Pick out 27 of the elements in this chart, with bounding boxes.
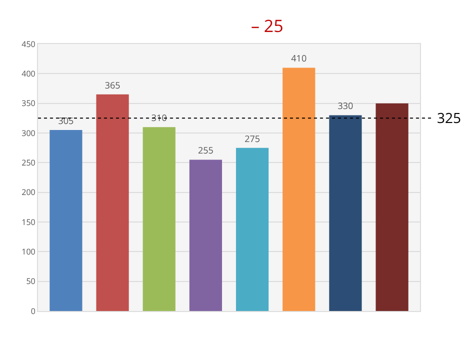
bar [96, 94, 129, 311]
bar [376, 103, 408, 311]
y-tick-label: 0 [30, 306, 36, 317]
y-tick-label: 50 [26, 276, 36, 288]
y-tick-label: 250 [22, 157, 36, 168]
data-label: 305 [58, 114, 74, 128]
bar [329, 115, 362, 311]
bar [142, 127, 176, 311]
data-label: 330 [338, 99, 354, 112]
data-label: 275 [244, 132, 260, 145]
y-tick-label: 100 [22, 246, 36, 258]
bar [50, 130, 82, 311]
y-tick-label: 450 [22, 38, 36, 50]
y-tick-label: 150 [22, 216, 36, 228]
data-label: 255 [198, 144, 214, 157]
y-tick-label: 300 [22, 128, 36, 139]
data-label: 365 [104, 78, 120, 92]
bar [189, 160, 222, 311]
bar [236, 148, 269, 311]
text: – 25 [251, 14, 284, 37]
y-tick-label: 350 [22, 98, 36, 110]
data-label: 410 [291, 52, 307, 65]
y-tick-label: 200 [22, 187, 36, 198]
bar [282, 68, 316, 311]
y-tick-label: 400 [22, 68, 36, 80]
ref-line-label: 325 [437, 109, 462, 128]
data-label: 310 [151, 111, 167, 124]
